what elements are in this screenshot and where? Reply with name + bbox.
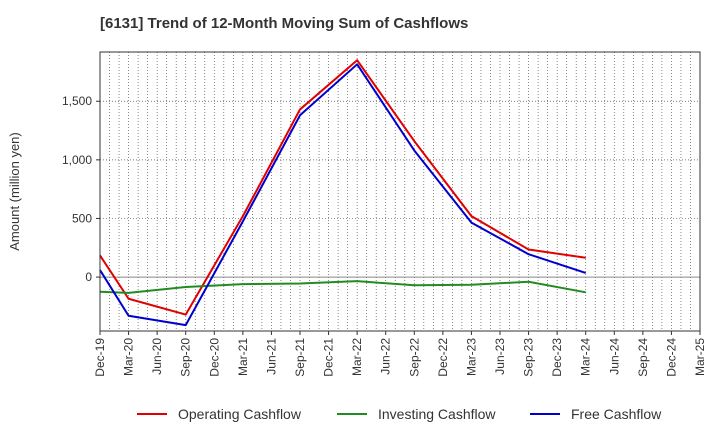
x-tick-label: Dec-20 bbox=[207, 338, 221, 377]
x-tick-label: Mar-23 bbox=[464, 338, 478, 376]
x-tick-label: Dec-19 bbox=[93, 338, 107, 377]
legend-label-free-cashflow: Free Cashflow bbox=[571, 406, 662, 422]
x-tick-label: Jun-21 bbox=[264, 338, 278, 375]
x-tick-label: Sep-22 bbox=[407, 338, 421, 377]
x-tick-label: Mar-25 bbox=[693, 338, 707, 376]
grid-lines bbox=[100, 52, 700, 331]
x-tick-label: Dec-21 bbox=[322, 338, 336, 377]
y-axis-label: Amount (million yen) bbox=[7, 132, 22, 251]
x-tick-label: Dec-23 bbox=[550, 338, 564, 377]
series-line-free-cashflow bbox=[99, 63, 587, 327]
series-line-investing-cashflow bbox=[99, 280, 586, 294]
x-tick-label: Sep-20 bbox=[179, 338, 193, 377]
legend: Operating Cashflow Investing Cashflow Free… bbox=[137, 406, 662, 422]
x-tick-label: Mar-21 bbox=[236, 338, 250, 376]
x-tick-label: Mar-22 bbox=[350, 338, 364, 376]
legend-label-operating-cashflow: Operating Cashflow bbox=[178, 406, 302, 422]
x-tick-label: Jun-22 bbox=[379, 338, 393, 375]
series-lines bbox=[99, 59, 587, 327]
plot-background bbox=[100, 52, 700, 331]
axes: 0 500 1,000 1,500 Dec-19 Mar-20 Jun-20 Sep-20 De… bbox=[7, 51, 707, 377]
x-tick-label: Dec-24 bbox=[664, 338, 678, 377]
x-tick-label: Mar-20 bbox=[122, 338, 136, 376]
x-tick-label: Jun-23 bbox=[493, 338, 507, 375]
x-tick-label: Dec-22 bbox=[436, 338, 450, 377]
x-tick-label: Sep-24 bbox=[636, 338, 650, 377]
x-tick-label: Jun-20 bbox=[150, 338, 164, 375]
plot-frame bbox=[99, 51, 701, 332]
series-line-operating-cashflow bbox=[99, 59, 586, 316]
x-tick-label: Sep-21 bbox=[293, 338, 307, 377]
x-tick-label: Sep-23 bbox=[522, 338, 536, 377]
plot-area bbox=[100, 52, 700, 331]
x-tick-label: Jun-24 bbox=[607, 338, 621, 375]
legend-label-investing-cashflow: Investing Cashflow bbox=[378, 406, 496, 422]
x-tick-label: Mar-24 bbox=[579, 338, 593, 376]
y-tick-label: 1,000 bbox=[62, 153, 92, 167]
chart-title: [6131] Trend of 12-Month Moving Sum of C… bbox=[100, 15, 469, 32]
y-tick-label: 0 bbox=[85, 270, 92, 284]
y-tick-label: 1,500 bbox=[62, 94, 92, 108]
y-tick-label: 500 bbox=[72, 211, 92, 225]
